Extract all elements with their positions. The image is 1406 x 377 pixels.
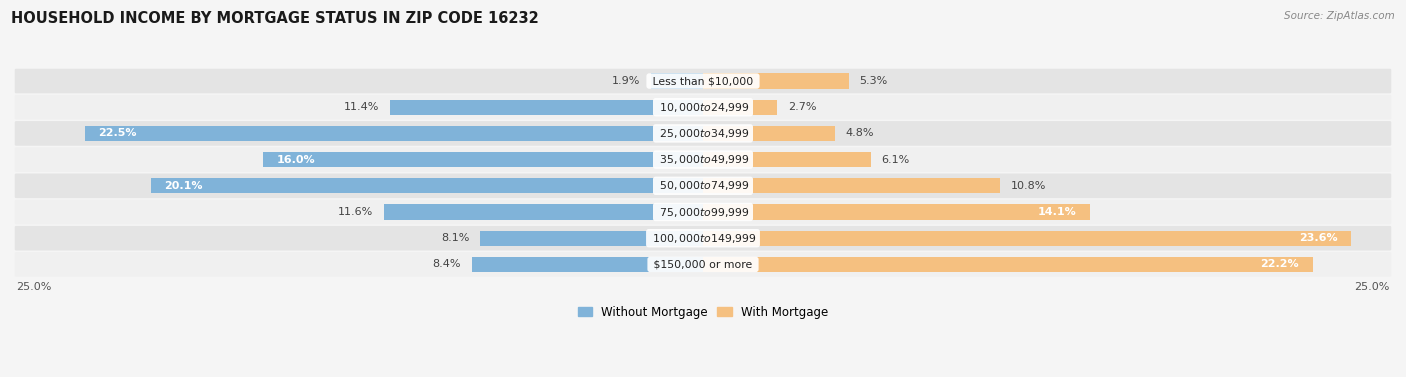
Text: $75,000 to $99,999: $75,000 to $99,999 [655, 205, 751, 219]
Text: Less than $10,000: Less than $10,000 [650, 76, 756, 86]
Text: $25,000 to $34,999: $25,000 to $34,999 [655, 127, 751, 140]
Bar [703, 126, 835, 141]
Text: 11.4%: 11.4% [343, 102, 378, 112]
Text: 6.1%: 6.1% [882, 155, 910, 165]
Bar [703, 178, 1000, 193]
Text: 25.0%: 25.0% [15, 282, 52, 292]
Text: 5.3%: 5.3% [859, 76, 887, 86]
Bar [150, 178, 703, 193]
FancyBboxPatch shape [14, 95, 1392, 120]
Text: 22.2%: 22.2% [1261, 259, 1299, 270]
Text: 8.1%: 8.1% [441, 233, 470, 243]
Text: HOUSEHOLD INCOME BY MORTGAGE STATUS IN ZIP CODE 16232: HOUSEHOLD INCOME BY MORTGAGE STATUS IN Z… [11, 11, 538, 26]
Bar [472, 257, 703, 272]
Text: $35,000 to $49,999: $35,000 to $49,999 [655, 153, 751, 166]
Bar [703, 152, 870, 167]
FancyBboxPatch shape [14, 226, 1392, 250]
Text: $50,000 to $74,999: $50,000 to $74,999 [655, 179, 751, 192]
Text: Source: ZipAtlas.com: Source: ZipAtlas.com [1284, 11, 1395, 21]
Text: 11.6%: 11.6% [337, 207, 373, 217]
Text: 14.1%: 14.1% [1038, 207, 1077, 217]
Text: $10,000 to $24,999: $10,000 to $24,999 [655, 101, 751, 114]
Bar [703, 231, 1351, 246]
Legend: Without Mortgage, With Mortgage: Without Mortgage, With Mortgage [574, 301, 832, 323]
Text: 20.1%: 20.1% [165, 181, 202, 191]
Text: 2.7%: 2.7% [789, 102, 817, 112]
Bar [703, 100, 778, 115]
Bar [84, 126, 703, 141]
Bar [263, 152, 703, 167]
FancyBboxPatch shape [14, 147, 1392, 172]
Bar [651, 74, 703, 89]
Text: 10.8%: 10.8% [1011, 181, 1046, 191]
FancyBboxPatch shape [14, 121, 1392, 146]
Text: 8.4%: 8.4% [433, 259, 461, 270]
Bar [703, 204, 1091, 219]
Text: $150,000 or more: $150,000 or more [650, 259, 756, 270]
Text: 1.9%: 1.9% [612, 76, 640, 86]
Text: 25.0%: 25.0% [1354, 282, 1391, 292]
FancyBboxPatch shape [14, 173, 1392, 198]
Bar [703, 74, 849, 89]
FancyBboxPatch shape [14, 200, 1392, 224]
Text: 4.8%: 4.8% [846, 129, 875, 138]
FancyBboxPatch shape [14, 252, 1392, 277]
FancyBboxPatch shape [14, 69, 1392, 93]
Bar [384, 204, 703, 219]
Text: 16.0%: 16.0% [277, 155, 316, 165]
Bar [389, 100, 703, 115]
Text: 23.6%: 23.6% [1299, 233, 1337, 243]
Bar [703, 257, 1313, 272]
Text: 22.5%: 22.5% [98, 129, 136, 138]
Text: $100,000 to $149,999: $100,000 to $149,999 [648, 232, 758, 245]
Bar [481, 231, 703, 246]
